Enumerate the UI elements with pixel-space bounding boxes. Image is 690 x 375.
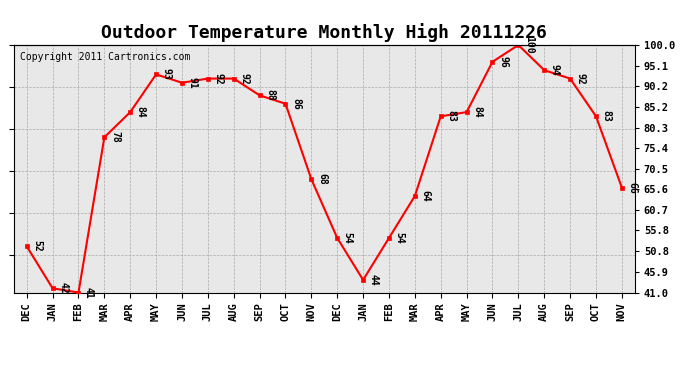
Text: 42: 42 — [58, 282, 68, 294]
Text: 54: 54 — [395, 232, 404, 244]
Text: 92: 92 — [239, 73, 249, 84]
Text: 41: 41 — [84, 286, 94, 298]
Text: Copyright 2011 Cartronics.com: Copyright 2011 Cartronics.com — [20, 53, 190, 62]
Text: 52: 52 — [32, 240, 42, 252]
Text: 84: 84 — [136, 106, 146, 118]
Text: 100: 100 — [524, 36, 534, 54]
Text: 91: 91 — [188, 77, 197, 88]
Text: 68: 68 — [317, 173, 327, 185]
Text: 94: 94 — [550, 64, 560, 76]
Text: 92: 92 — [213, 73, 224, 84]
Text: 64: 64 — [420, 190, 431, 202]
Text: 44: 44 — [368, 274, 379, 286]
Text: 96: 96 — [498, 56, 508, 68]
Text: 78: 78 — [110, 131, 120, 143]
Text: 88: 88 — [265, 90, 275, 101]
Text: 66: 66 — [627, 182, 638, 194]
Text: 54: 54 — [343, 232, 353, 244]
Title: Outdoor Temperature Monthly High 20111226: Outdoor Temperature Monthly High 2011122… — [101, 23, 547, 42]
Text: 83: 83 — [446, 111, 456, 122]
Text: 92: 92 — [575, 73, 586, 84]
Text: 83: 83 — [602, 111, 611, 122]
Text: 84: 84 — [472, 106, 482, 118]
Text: 93: 93 — [161, 69, 172, 80]
Text: 86: 86 — [291, 98, 301, 109]
